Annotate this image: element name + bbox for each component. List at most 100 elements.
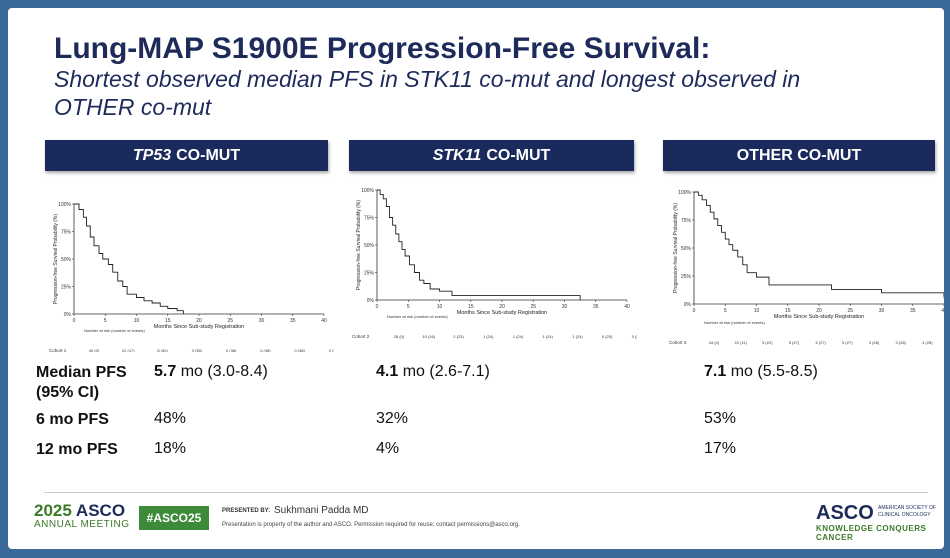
x-tick-label: 5 xyxy=(407,304,410,310)
risk-value: 3 (28) xyxy=(922,340,933,345)
header-gene: TP53 xyxy=(132,146,172,164)
risk-table-title: Number at risk (number of events) xyxy=(84,328,145,333)
risk-value: 5 (27) xyxy=(842,340,853,345)
x-tick-label: 35 xyxy=(910,308,916,314)
pfs12-tp53: 18% xyxy=(154,440,187,457)
median-value-tp53: 5.7 mo (3.0-8.4) xyxy=(154,363,268,381)
y-tick-label: 50% xyxy=(61,257,72,263)
disclaimer: Presentation is property of the author a… xyxy=(222,522,520,528)
km-chart-other: 100% 75% 50% 25% 0%0 5 10 15 20 25 30 35 40 Months Si… xyxy=(664,180,944,347)
y-tick-label: 25% xyxy=(364,271,375,277)
risk-value: 1 (24) xyxy=(572,334,583,339)
risk-value: 22 (11) xyxy=(734,340,747,345)
x-tick-label: 30 xyxy=(259,318,265,324)
y-tick-label: 25% xyxy=(681,274,692,280)
x-tick-label: 20 xyxy=(196,318,202,324)
cohort-label: Cohort 1 xyxy=(49,348,67,352)
pfs6-tp53: 48% xyxy=(154,410,187,427)
annual-meeting: ANNUAL MEETING xyxy=(34,519,130,530)
pfs12-other: 17% xyxy=(704,440,737,457)
y-tick-label: 50% xyxy=(364,243,375,249)
pfs6-other: 53% xyxy=(704,410,737,427)
x-tick-label: 15 xyxy=(785,308,791,314)
x-tick-label: 20 xyxy=(816,308,822,314)
y-tick-label: 75% xyxy=(364,216,375,222)
y-axis-label: Progression-free Survival Probability (%… xyxy=(673,203,679,293)
x-tick-label: 10 xyxy=(134,318,140,324)
y-axis-label: Progression-free Survival Probability (%… xyxy=(356,200,362,290)
median-label-line2: (95% CI) xyxy=(36,384,100,401)
median-pfs-label: Median PFS (95% CI) xyxy=(36,363,127,403)
x-axis-label: Months Since Sub-study Registration xyxy=(774,314,865,320)
header-tp53: TP53 CO-MUT xyxy=(45,140,328,171)
x-tick-label: 40 xyxy=(321,318,327,324)
pfs6-label: 6 mo PFS xyxy=(36,411,109,428)
risk-value: 10 (16) xyxy=(422,334,435,339)
risk-value: 0 (25) xyxy=(632,334,637,339)
risk-value: 1 (24) xyxy=(483,334,494,339)
median-number: 4.1 xyxy=(376,363,399,380)
risk-value: 0 (38) xyxy=(226,348,237,352)
meeting-year: 2025 xyxy=(34,501,72,520)
risk-value: 3 (28) xyxy=(895,340,906,345)
meeting-logo: 2025 ASCO xyxy=(34,501,125,521)
header-suffix: OTHER CO-MUT xyxy=(736,146,862,164)
risk-value: 28 (0) xyxy=(394,334,405,339)
risk-value: 5 (27) xyxy=(789,340,800,345)
footer-divider xyxy=(44,492,928,493)
median-label-line1: Median PFS xyxy=(36,364,127,381)
y-tick-label: 75% xyxy=(61,230,72,236)
x-tick-label: 5 xyxy=(104,318,107,324)
median-ci: mo (2.6-7.1) xyxy=(398,363,490,380)
header-suffix: CO-MUT xyxy=(176,146,241,164)
pfs6-stk11: 32% xyxy=(376,410,409,427)
risk-value: 34 (0) xyxy=(709,340,720,345)
risk-value: 40 (0) xyxy=(89,348,100,352)
risk-value: 1 (24) xyxy=(513,334,524,339)
slide-title: Lung-MAP S1900E Progression-Free Surviva… xyxy=(54,32,711,65)
slide-subtitle: Shortest observed median PFS in STK11 co… xyxy=(54,66,801,120)
presenter-name: Sukhmani Padda MD xyxy=(274,505,369,516)
median-value-other: 7.1 mo (5.5-8.5) xyxy=(704,363,818,381)
x-tick-label: 0 xyxy=(693,308,696,314)
risk-value: 2 (23) xyxy=(453,334,464,339)
median-ci: mo (5.5-8.5) xyxy=(726,363,818,380)
risk-value: 1 (24) xyxy=(543,334,554,339)
y-tick-label: 0% xyxy=(64,312,72,318)
x-tick-label: 5 xyxy=(724,308,727,314)
km-chart-tp53: 100% 75% 50% 25% 0% 0 5 10 15 20 25 30 35 40 Months Si… xyxy=(44,192,334,352)
risk-value: 0 (38) xyxy=(260,348,271,352)
y-tick-label: 0% xyxy=(684,302,692,308)
x-tick-label: 30 xyxy=(879,308,885,314)
risk-value: 3 (28) xyxy=(869,340,880,345)
risk-value: 0 (38) xyxy=(329,348,334,352)
km-curve xyxy=(694,191,944,297)
risk-value: 8 (30) xyxy=(157,348,168,352)
km-curve xyxy=(74,203,184,314)
x-tick-label: 40 xyxy=(941,308,944,314)
cohort-label: Cohort 2 xyxy=(352,334,370,339)
header-stk11: STK11 CO-MUT xyxy=(349,140,634,171)
hashtag-badge: #ASCO25 xyxy=(139,506,209,530)
y-axis-label: Progression-free Survival Probability (%… xyxy=(53,214,59,304)
asco-society: AMERICAN SOCIETY OF CLINICAL ONCOLOGY xyxy=(878,505,936,518)
risk-value: 0 (25) xyxy=(602,334,613,339)
pfs12-label: 12 mo PFS xyxy=(36,441,118,458)
risk-value: 0 (38) xyxy=(294,348,305,352)
asco-logo: ASCO xyxy=(816,502,874,524)
pfs12-stk11: 4% xyxy=(376,440,400,457)
y-tick-label: 100% xyxy=(678,190,691,196)
x-tick-label: 10 xyxy=(754,308,760,314)
x-tick-label: 25 xyxy=(227,318,233,324)
x-axis-label: Months Since Sub-study Registration xyxy=(154,324,245,330)
risk-table-title: Number at risk (number of events) xyxy=(704,320,765,325)
x-tick-label: 15 xyxy=(468,304,474,310)
risk-value: 5 (27) xyxy=(815,340,826,345)
x-tick-label: 40 xyxy=(624,304,630,310)
x-tick-label: 35 xyxy=(593,304,599,310)
risk-value: 9 (22) xyxy=(762,340,773,345)
x-tick-label: 25 xyxy=(847,308,853,314)
y-tick-label: 75% xyxy=(681,218,692,224)
x-tick-label: 35 xyxy=(290,318,296,324)
km-curve xyxy=(377,189,581,300)
